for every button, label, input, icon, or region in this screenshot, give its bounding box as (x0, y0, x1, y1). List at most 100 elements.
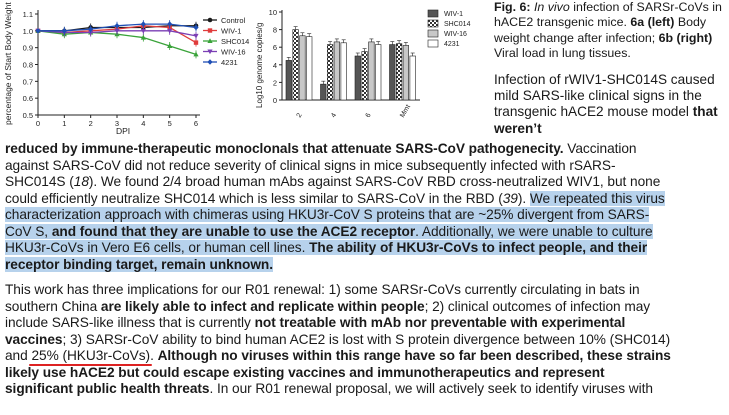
legend-label: WIV-1 (444, 11, 463, 18)
bar (340, 42, 347, 101)
data-point (207, 17, 213, 23)
para2-line-1: This work has three implications for our… (5, 282, 640, 298)
bar (299, 35, 306, 101)
left-y-tick-label: 0.9 (23, 44, 33, 53)
caption-a-text: Body weight change after infection; (494, 15, 707, 45)
left-y-tick-label: 0.8 (23, 61, 33, 70)
data-point (193, 51, 199, 57)
red-underline-annotation: 25% (HKU3r-CoVs) (31, 348, 151, 363)
data-point (140, 28, 146, 34)
left-x-tick-label: 2 (89, 119, 93, 128)
data-point (193, 40, 199, 45)
para1-line-1: reduced by immune-therapeutic monoclonal… (5, 141, 637, 157)
data-point (193, 24, 199, 31)
para1-text-4b: ). (517, 190, 530, 206)
para2-text-7b: . In our R01 renewal proposal, we will a… (209, 381, 653, 396)
right-chart-bars (285, 26, 416, 101)
capbody-bold: that weren’t (494, 104, 718, 136)
para1-line-6: CoV S, and found that they are unable to… (5, 223, 653, 240)
para1-line-3: SHC014S (18). We found 2/4 broad human m… (5, 174, 660, 190)
capbody-text: Infection of rWIV1-SHC014S caused mild S… (494, 72, 715, 120)
data-point (61, 28, 67, 34)
data-point (140, 34, 146, 40)
para2-bold-2: are likely able to infect and replicate … (100, 298, 425, 314)
legend-swatch (427, 19, 439, 28)
left-x-tick-label: 4 (141, 119, 145, 128)
data-point (207, 49, 213, 55)
left-chart-xlabel: DPI (116, 126, 130, 136)
bar (354, 55, 361, 101)
para1-line-4: could efficiently neutralize SHC014 whic… (5, 190, 665, 207)
right-y-tick-label: 6 (273, 43, 277, 52)
para2-line-6: likely use hACE2 but could escape existi… (5, 365, 605, 381)
data-point (88, 26, 94, 32)
bar (361, 51, 368, 101)
left-chart-ylabel: percentage of Start Body Weight (3, 2, 13, 125)
left-x-tick-label: 1 (62, 119, 66, 128)
body-weight-chart: percentage of Start Body Weight 0.5 0.6 0.… (3, 2, 249, 136)
left-x-tick-label: 0 (36, 119, 40, 128)
para2-text-4b: ; 3) SARSr-CoV ability to bind human ACE… (62, 331, 671, 347)
left-y-tick-label: 1.0 (23, 27, 33, 36)
left-chart-axes: 0.5 0.6 0.7 0.8 0.9 1.0 1.1 0 1 2 3 4 5 6 (23, 10, 200, 128)
right-x-tick-label: 6 (365, 112, 373, 119)
bar (292, 29, 299, 101)
data-point (207, 38, 213, 43)
right-x-tick-label: 2 (296, 112, 304, 119)
citation-18: 18 (73, 174, 89, 189)
para1-line-2: against SARS-CoV did not reduce severity… (5, 157, 616, 174)
left-y-tick-label: 0.5 (23, 111, 33, 120)
caption-italic: In vivo (533, 0, 570, 14)
caption-a-label: 6a (left) (630, 15, 675, 30)
para1-text-2: against SARS-CoV did not reduce severity… (5, 157, 616, 173)
para2-text-2a: southern China (5, 298, 101, 314)
para1-line-5: characterization approach with chimeras … (5, 207, 649, 223)
legend-label: 4231 (221, 58, 238, 67)
right-y-tick-label: 2 (273, 78, 277, 87)
data-point (35, 28, 41, 34)
para1-text-1: Vaccination (563, 141, 637, 156)
para2-text-5a: and (5, 348, 32, 363)
left-x-tick-label: 3 (115, 119, 119, 128)
caption-b-label: 6b (right) (658, 30, 713, 45)
para1-highlight-5: characterization approach with chimeras … (5, 207, 650, 222)
para2-line-7: significant public health threats. In ou… (5, 381, 653, 397)
data-point (193, 33, 199, 39)
para2-text-5b: . (150, 348, 158, 363)
viral-load-chart: Log10 genome copies/g 0 2 4 6 8 10 2 4 6 Mmt WIV-… (255, 8, 471, 119)
para1-text-3b: ). We found 2/4 broad human mAbs against… (88, 174, 661, 189)
legend-swatch (427, 29, 439, 38)
right-y-tick-label: 0 (273, 96, 277, 105)
left-chart-series (35, 20, 199, 59)
para1-bold-8: receptor binding target, remain unknown. (5, 256, 273, 272)
right-y-tick-label: 10 (269, 8, 277, 17)
right-chart-ylabel: Log10 genome copies/g (255, 23, 264, 108)
para1-text-7a: HKU3r-CoVs in Vero E6 cells, or human ce… (5, 240, 310, 255)
data-point (167, 28, 173, 34)
right-y-tick-label: 4 (273, 61, 277, 70)
para2-line-3: include SARS-like illness that is curren… (5, 315, 625, 331)
data-point (114, 22, 120, 29)
bar (409, 55, 416, 101)
left-x-tick-label: 5 (168, 119, 172, 128)
data-point (140, 21, 146, 27)
data-point (207, 59, 213, 65)
right-x-tick-label: Mmt (399, 104, 412, 119)
data-point (207, 28, 213, 33)
left-y-tick-label: 0.6 (23, 94, 33, 103)
bar (368, 41, 375, 101)
para1-bold-6: and found that they are unable to use th… (51, 223, 416, 239)
para2-line-4: vaccines; 3) SARSr-CoV ability to bind h… (5, 332, 670, 348)
legend-label: SHC014 (221, 37, 249, 46)
legend-label: 4231 (444, 41, 460, 48)
bar (320, 83, 327, 101)
bar (306, 36, 313, 101)
caption-b-text: Viral load in lung tissues. (494, 46, 631, 61)
para2-line-2: southern China are likely able to infect… (5, 299, 650, 315)
para1-highlight-4: We repeated this virus (529, 190, 665, 206)
bar (375, 44, 382, 101)
figure-caption: Fig. 6: In vivo infection of SARSr-CoVs … (494, 0, 728, 62)
legend-label: Control (221, 16, 246, 25)
para2-line-5: and 25% (HKU3r-CoVs). Although no viruse… (5, 348, 671, 364)
bar (389, 44, 396, 101)
